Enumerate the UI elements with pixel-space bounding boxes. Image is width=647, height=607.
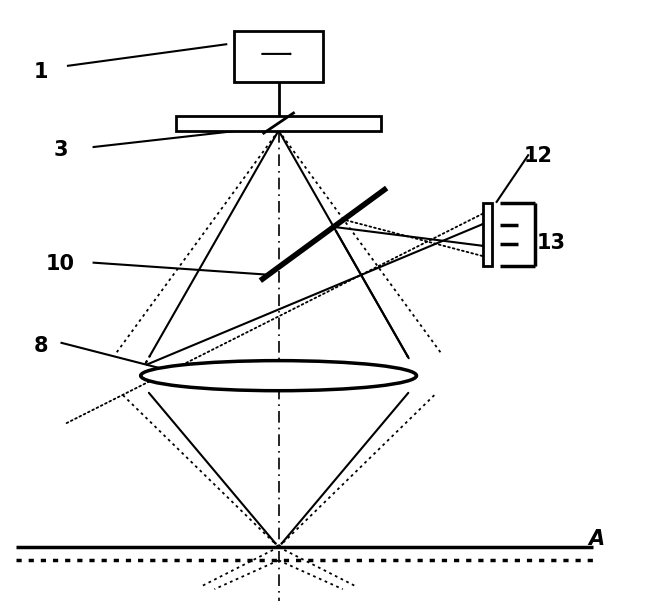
Ellipse shape — [140, 361, 417, 391]
Text: 12: 12 — [524, 146, 553, 166]
Text: 3: 3 — [53, 140, 68, 160]
Text: 10: 10 — [46, 254, 75, 274]
Text: A: A — [588, 529, 604, 549]
Text: 13: 13 — [537, 233, 565, 253]
Bar — [176, 115, 381, 131]
Bar — [234, 32, 324, 83]
Text: 1: 1 — [34, 62, 49, 82]
Text: 8: 8 — [34, 336, 49, 356]
Bar — [483, 203, 492, 266]
